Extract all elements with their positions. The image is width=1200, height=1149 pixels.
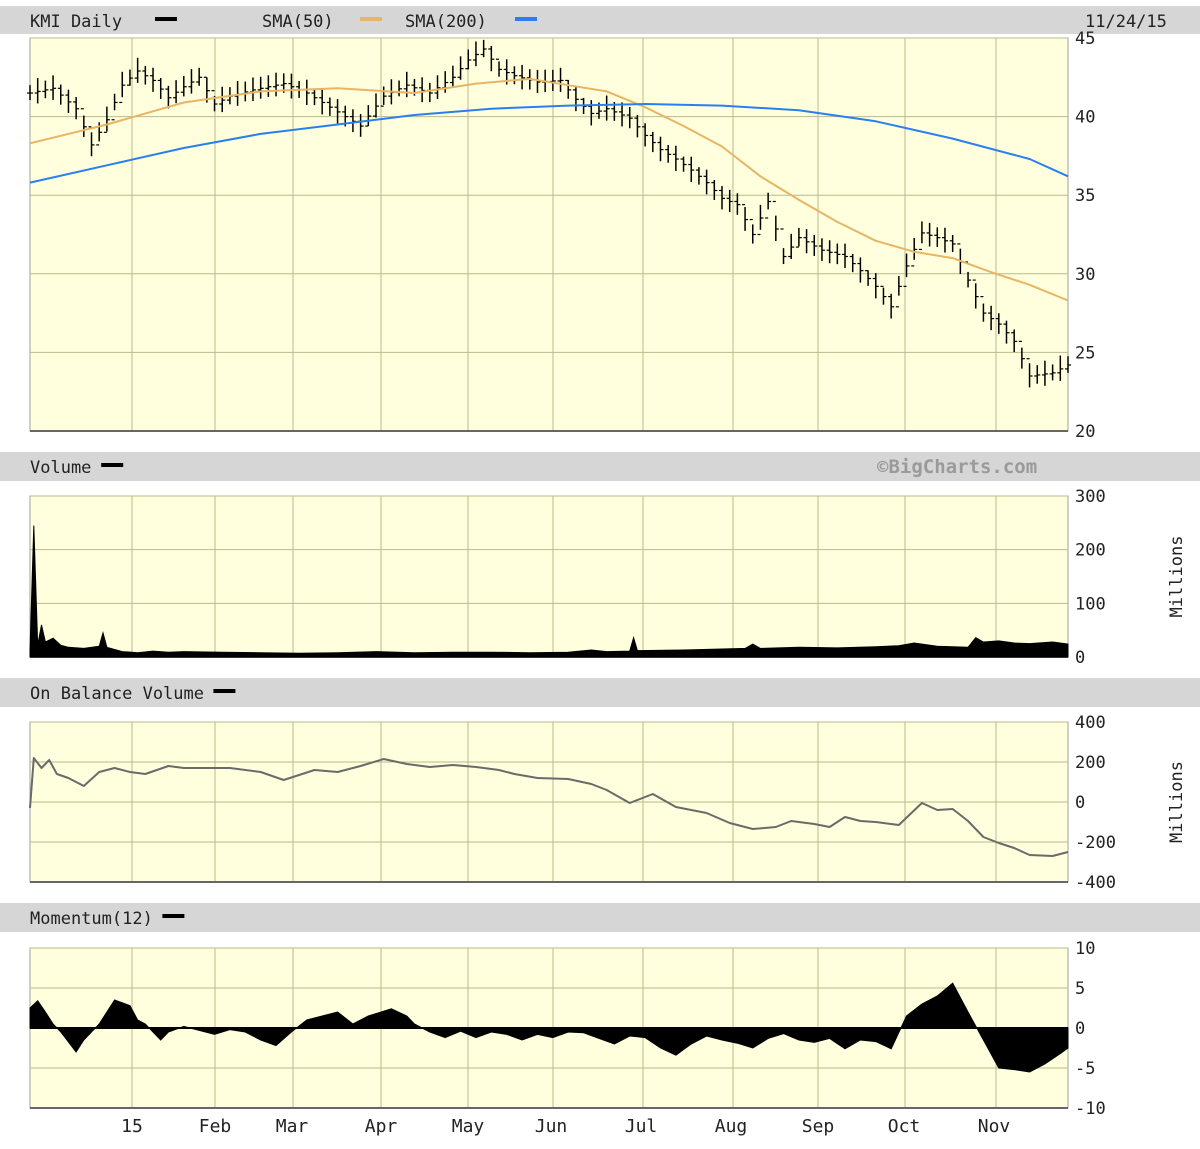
y-tick-label: 35 [1075, 186, 1095, 206]
legend-swatch [162, 914, 185, 918]
y-tick-label: 10 [1075, 939, 1095, 959]
panel-title: Volume [30, 458, 91, 478]
y-tick-label: -5 [1075, 1059, 1095, 1079]
y-tick-label: 45 [1075, 29, 1095, 49]
y-tick-label: -10 [1075, 1099, 1106, 1119]
panel-header-band [0, 452, 1200, 481]
x-tick-label: Mar [276, 1116, 309, 1137]
y-axis-label: Millions [1167, 536, 1187, 618]
y-axis-label: Millions [1167, 761, 1187, 843]
sma200-line [29, 103, 1069, 184]
y-tick-label: 200 [1075, 753, 1106, 773]
y-tick-label: 40 [1075, 108, 1095, 128]
x-tick-label: Apr [365, 1116, 398, 1137]
x-tick-label: Feb [199, 1116, 232, 1137]
panel-title: Momentum(12) [30, 909, 153, 929]
panel-title: On Balance Volume [30, 684, 204, 704]
plot-area [29, 37, 1069, 432]
plot-area [29, 495, 1069, 658]
legend-swatch-sma200 [515, 17, 537, 21]
legend-swatch-kmi [155, 17, 177, 21]
y-tick-label: 30 [1075, 265, 1095, 285]
kmi-price-bars [27, 39, 1071, 388]
y-tick-label: 400 [1075, 713, 1106, 733]
y-tick-label: 5 [1075, 979, 1085, 999]
panel-header-band [0, 6, 1200, 34]
y-tick-label: 100 [1075, 594, 1106, 614]
y-tick-label: 0 [1075, 793, 1085, 813]
legend-swatch-sma50 [360, 17, 382, 21]
sma50-line [29, 77, 1069, 302]
x-tick-label: May [452, 1116, 485, 1137]
legend-swatch [213, 689, 236, 693]
volume-area [29, 525, 1069, 658]
panel-header-band [0, 903, 1200, 932]
x-tick-label: Sep [802, 1116, 835, 1137]
y-tick-label: 0 [1075, 648, 1085, 668]
x-tick-label: Oct [888, 1116, 921, 1137]
legend-swatch [101, 463, 124, 467]
y-tick-label: 0 [1075, 1019, 1085, 1039]
x-tick-label: 15 [121, 1116, 143, 1137]
momentum-area [29, 982, 1069, 1073]
x-tick-label: Jul [625, 1116, 658, 1137]
x-tick-label: Nov [978, 1116, 1011, 1137]
x-tick-label: Jun [535, 1116, 568, 1137]
x-tick-label: Aug [715, 1116, 748, 1137]
y-tick-label: 300 [1075, 487, 1106, 507]
y-tick-label: -400 [1075, 873, 1116, 893]
panel-header-band [0, 678, 1200, 707]
chart-date: 11/24/15 [1085, 12, 1167, 32]
legend-label-sma50: SMA(50) [262, 12, 334, 32]
y-tick-label: -200 [1075, 833, 1116, 853]
y-tick-label: 25 [1075, 343, 1095, 363]
legend-label-sma200: SMA(200) [405, 12, 487, 32]
y-tick-label: 20 [1075, 422, 1095, 442]
watermark: ©BigCharts.com [877, 456, 1037, 478]
obv-line [29, 757, 1069, 857]
y-tick-label: 200 [1075, 541, 1106, 561]
price-title: KMI Daily [30, 12, 122, 32]
